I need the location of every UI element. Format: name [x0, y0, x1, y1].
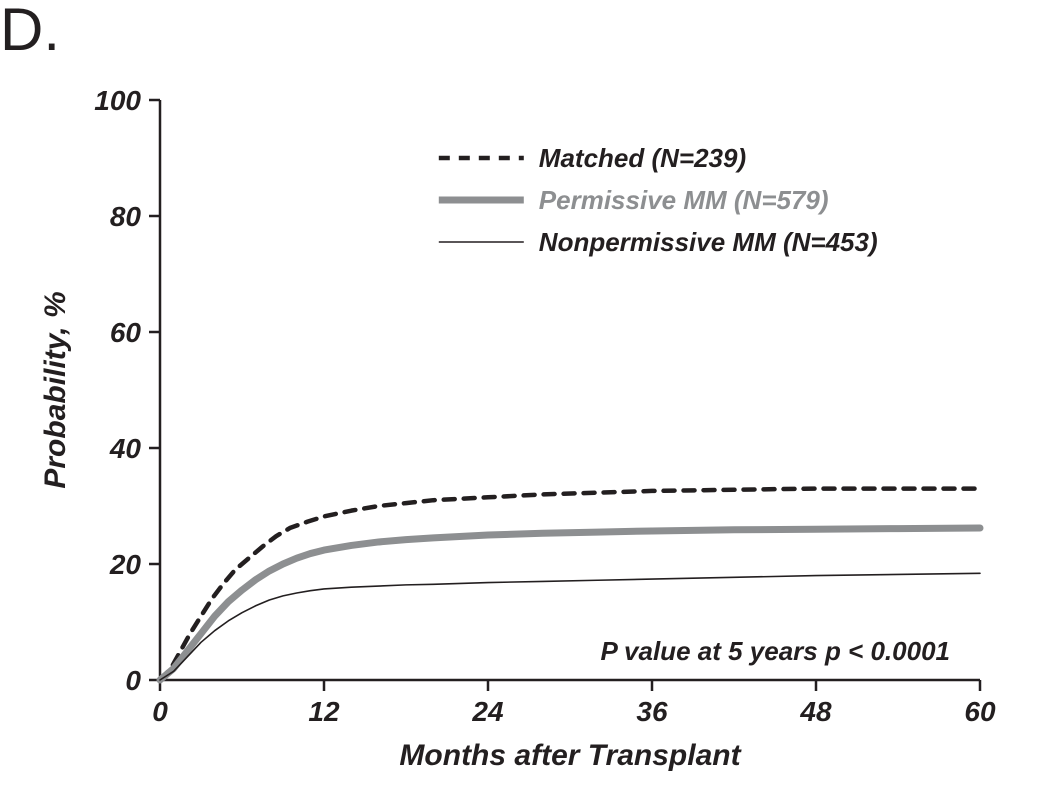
figure-container: { "panel_label": "D.", "chart": { "type"… — [0, 0, 1050, 805]
x-tick-label: 24 — [471, 696, 504, 727]
p-value-text: P value at 5 years p < 0.0001 — [600, 636, 950, 666]
y-tick-label: 20 — [109, 549, 142, 580]
survival-chart: 0 20 40 60 80 100 0 12 24 36 48 60 Months after Tran… — [0, 0, 1050, 805]
y-tick-label: 60 — [110, 317, 142, 348]
x-tick-label: 48 — [799, 696, 832, 727]
y-tick-label: 0 — [125, 665, 141, 696]
y-axis-title: Probability, % — [39, 291, 72, 488]
y-tick-label: 40 — [109, 433, 142, 464]
x-tick-label: 60 — [964, 696, 996, 727]
x-tick-label: 0 — [152, 696, 168, 727]
y-tick-label: 100 — [94, 85, 141, 116]
y-tick-label: 80 — [110, 201, 142, 232]
legend-label: Permissive MM (N=579) — [539, 185, 829, 215]
x-tick-label: 12 — [308, 696, 340, 727]
legend-label: Matched (N=239) — [539, 143, 746, 173]
legend-label: Nonpermissive MM (N=453) — [539, 227, 878, 257]
x-tick-label: 36 — [636, 696, 668, 727]
x-axis-title: Months after Transplant — [399, 739, 742, 772]
